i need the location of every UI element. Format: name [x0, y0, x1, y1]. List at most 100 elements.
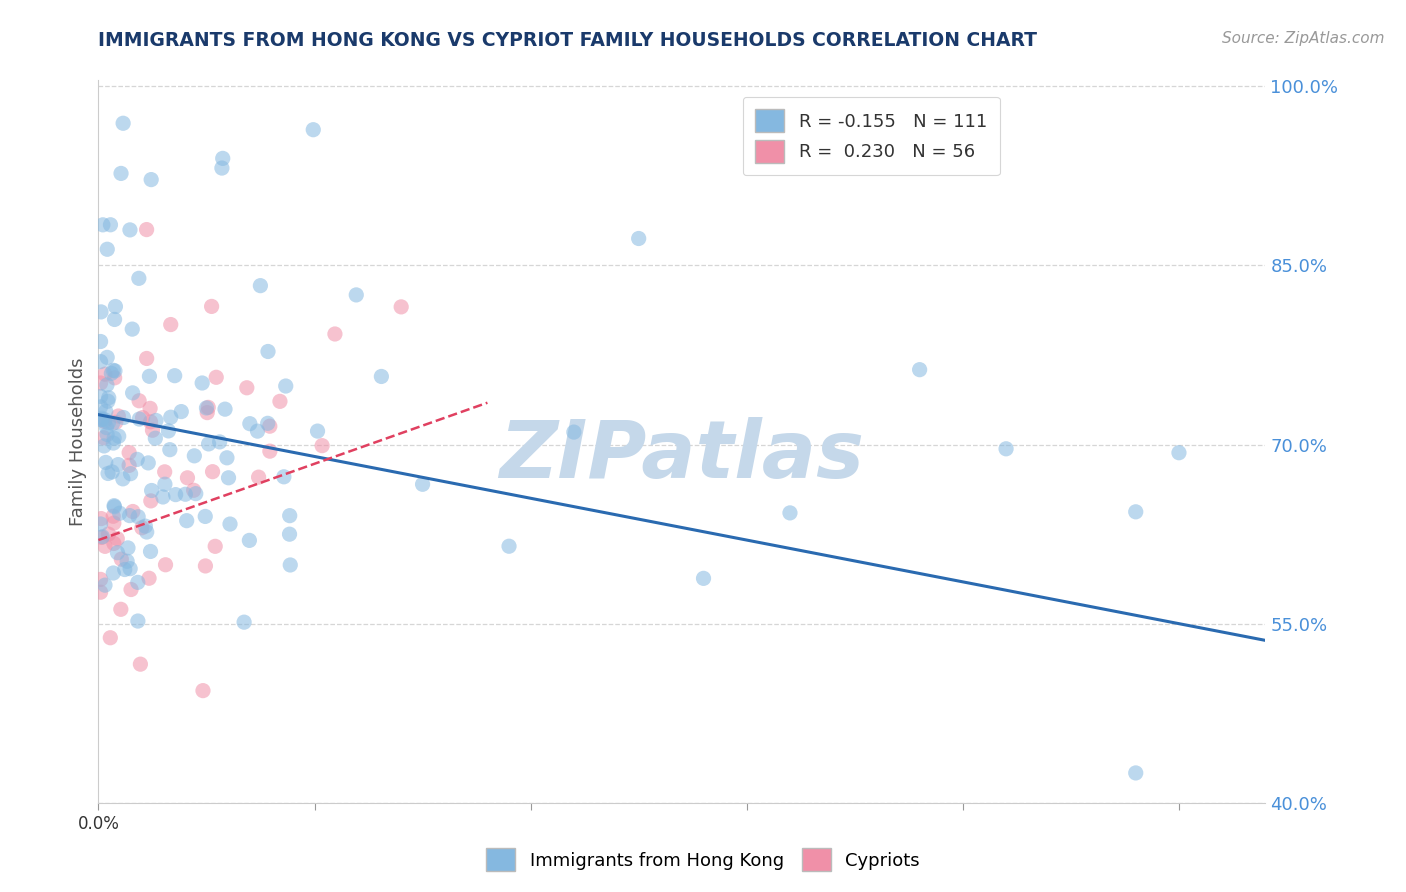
Point — [94, 415, 117, 429]
Point — [108, 506, 131, 520]
Point — [107, 429, 129, 443]
Point — [121, 504, 143, 518]
Point — [134, 519, 156, 533]
Point — [233, 615, 256, 629]
Point — [138, 369, 160, 384]
Point — [93, 431, 115, 445]
Point — [114, 562, 136, 576]
Point — [1125, 766, 1147, 780]
Point — [90, 305, 112, 319]
Point — [139, 401, 162, 416]
Point — [110, 166, 132, 180]
Point — [90, 334, 112, 349]
Point — [370, 369, 392, 384]
Point — [412, 477, 434, 491]
Point — [627, 231, 650, 245]
Point — [157, 424, 180, 438]
Point — [112, 410, 135, 425]
Point — [110, 602, 132, 616]
Legend: R = -0.155   N = 111, R =  0.230   N = 56: R = -0.155 N = 111, R = 0.230 N = 56 — [742, 96, 1000, 176]
Point — [141, 172, 163, 186]
Text: IMMIGRANTS FROM HONG KONG VS CYPRIOT FAMILY HOUSEHOLDS CORRELATION CHART: IMMIGRANTS FROM HONG KONG VS CYPRIOT FAM… — [98, 31, 1038, 50]
Point — [211, 152, 233, 166]
Point — [100, 367, 122, 381]
Point — [97, 416, 120, 430]
Point — [90, 413, 112, 427]
Point — [104, 371, 127, 385]
Point — [208, 434, 231, 449]
Point — [159, 318, 181, 332]
Point — [141, 423, 163, 437]
Point — [194, 558, 217, 573]
Point — [117, 541, 139, 555]
Point — [131, 410, 153, 425]
Point — [98, 631, 121, 645]
Point — [118, 458, 141, 473]
Point — [135, 222, 157, 236]
Point — [100, 218, 122, 232]
Point — [104, 415, 127, 429]
Point — [498, 539, 520, 553]
Point — [141, 483, 163, 498]
Point — [302, 122, 325, 136]
Point — [105, 532, 128, 546]
Point — [259, 419, 281, 434]
Point — [238, 533, 260, 548]
Point — [256, 417, 278, 431]
Point — [96, 378, 118, 392]
Point — [107, 409, 129, 423]
Text: ZIPatlas: ZIPatlas — [499, 417, 865, 495]
Point — [90, 516, 112, 531]
Point — [103, 566, 125, 580]
Point — [139, 544, 162, 558]
Point — [344, 288, 367, 302]
Point — [219, 516, 242, 531]
Point — [103, 509, 125, 524]
Point — [274, 379, 297, 393]
Point — [103, 363, 125, 377]
Point — [90, 413, 112, 427]
Point — [103, 516, 125, 530]
Point — [908, 362, 931, 376]
Point — [135, 524, 157, 539]
Point — [90, 585, 112, 599]
Point — [94, 539, 117, 553]
Point — [197, 437, 219, 451]
Point — [197, 401, 219, 415]
Point — [201, 465, 224, 479]
Point — [96, 351, 118, 365]
Point — [1125, 505, 1147, 519]
Point — [90, 354, 112, 368]
Point — [211, 161, 233, 175]
Point — [136, 456, 159, 470]
Point — [128, 393, 150, 408]
Point — [205, 370, 228, 384]
Point — [94, 578, 117, 592]
Point — [247, 470, 270, 484]
Point — [93, 439, 115, 453]
Point — [269, 394, 291, 409]
Point — [103, 499, 125, 513]
Point — [96, 420, 118, 434]
Point — [183, 449, 205, 463]
Point — [195, 406, 218, 420]
Point — [1168, 446, 1191, 460]
Point — [91, 530, 114, 544]
Point — [96, 427, 118, 442]
Point — [90, 573, 112, 587]
Text: Source: ZipAtlas.com: Source: ZipAtlas.com — [1222, 31, 1385, 46]
Point — [120, 582, 142, 597]
Point — [107, 458, 129, 472]
Point — [118, 223, 141, 237]
Point — [94, 413, 117, 427]
Point — [143, 431, 166, 445]
Point — [139, 415, 162, 429]
Point — [183, 483, 205, 498]
Point — [138, 571, 160, 585]
Point — [96, 242, 118, 256]
Point — [176, 514, 198, 528]
Point — [204, 539, 226, 553]
Point — [103, 436, 125, 450]
Point — [273, 470, 295, 484]
Point — [278, 527, 301, 541]
